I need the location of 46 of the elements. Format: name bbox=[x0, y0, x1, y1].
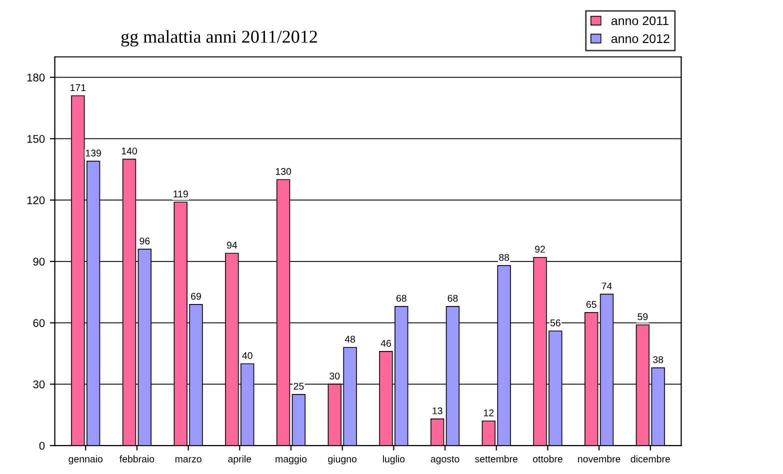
data-label: 130 bbox=[276, 168, 292, 175]
data-label: 48 bbox=[344, 336, 356, 343]
x-tick-label: ottobre bbox=[532, 455, 562, 462]
data-label: 68 bbox=[448, 294, 458, 302]
data-label: 94 bbox=[226, 242, 238, 249]
data-label: 12 bbox=[484, 409, 494, 416]
data-label: 46 bbox=[380, 340, 391, 347]
data-label: 88 bbox=[499, 254, 510, 261]
x-tick-label: aprile bbox=[228, 455, 252, 464]
x-tick-label: giugno bbox=[328, 455, 357, 464]
data-label: 56 bbox=[550, 319, 560, 326]
data-label: 68 bbox=[396, 294, 406, 302]
x-tick-label: luglio bbox=[382, 455, 405, 464]
data-label: 40 bbox=[242, 352, 252, 360]
data-label: 92 bbox=[535, 246, 545, 253]
x-tick-label: maggio bbox=[276, 455, 307, 464]
data-label: 171 bbox=[70, 84, 86, 91]
x-tick-label: settembre bbox=[475, 455, 518, 462]
x-tick-label: marzo bbox=[175, 457, 202, 462]
data-label: 65 bbox=[586, 301, 596, 308]
legend-label: anno 2012 bbox=[611, 34, 670, 44]
data-label: 140 bbox=[122, 148, 137, 154]
x-tick-label: gennaio bbox=[68, 455, 103, 464]
x-tick-label: novembre bbox=[578, 455, 620, 462]
y-tick-label: 90 bbox=[33, 258, 45, 266]
data-label: 119 bbox=[174, 190, 188, 198]
data-label: 139 bbox=[86, 150, 101, 157]
x-tick-label: febbraio bbox=[120, 455, 154, 462]
data-label: 30 bbox=[330, 372, 340, 380]
chart-title: gg malattia anni 2011/2012 bbox=[121, 30, 317, 47]
x-tick-label: agosto bbox=[430, 456, 460, 464]
data-label: 38 bbox=[653, 356, 664, 364]
data-label: 59 bbox=[638, 313, 648, 320]
x-tick-label: dicembre bbox=[630, 455, 670, 462]
legend-label: anno 2011 bbox=[611, 16, 668, 26]
y-tick-label: 60 bbox=[33, 319, 45, 327]
y-tick-label: 0 bbox=[39, 442, 45, 450]
data-label: 74 bbox=[602, 282, 612, 290]
data-label: 25 bbox=[294, 382, 304, 390]
data-label: 69 bbox=[191, 292, 201, 300]
y-tick-label: 180 bbox=[27, 74, 45, 82]
y-tick-label: 120 bbox=[27, 196, 45, 204]
y-tick-label: 150 bbox=[27, 134, 45, 143]
data-label: 13 bbox=[432, 407, 442, 414]
y-tick-label: 30 bbox=[33, 380, 45, 388]
data-label: 96 bbox=[140, 238, 150, 244]
